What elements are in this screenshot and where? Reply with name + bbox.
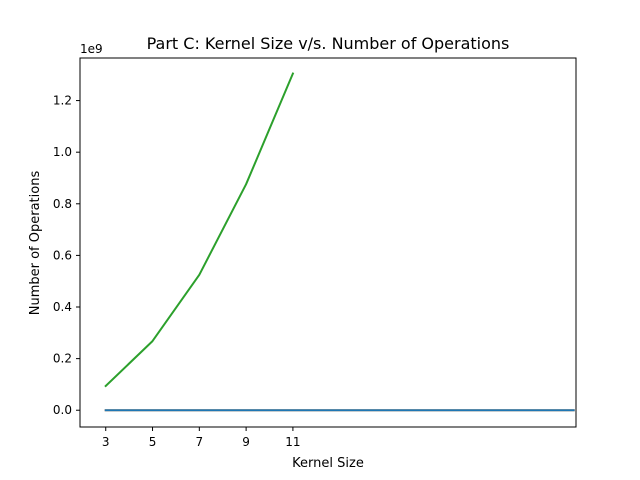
x-tick-label: 7 — [196, 435, 204, 449]
chart-title: Part C: Kernel Size v/s. Number of Opera… — [147, 34, 510, 53]
y-tick-label: 0.6 — [53, 248, 72, 262]
y-axis-offset-label: 1e9 — [80, 42, 103, 56]
y-tick-label: 0.8 — [53, 197, 72, 211]
plot-frame — [79, 57, 577, 428]
series-line-1 — [104, 72, 295, 388]
x-tick-label: 5 — [149, 435, 157, 449]
x-tick-label: 3 — [102, 435, 110, 449]
y-tick-label: 0.4 — [53, 300, 72, 314]
y-tick-label: 1.2 — [53, 94, 72, 108]
y-tick-label: 0.2 — [53, 352, 72, 366]
y-tick-label: 1.0 — [53, 145, 72, 159]
y-axis-label: Number of Operations — [28, 171, 43, 316]
x-axis-label: Kernel Size — [292, 456, 364, 471]
x-tick-label: 11 — [285, 435, 300, 449]
y-tick-label: 0.0 — [53, 403, 72, 417]
x-tick-label: 9 — [242, 435, 250, 449]
